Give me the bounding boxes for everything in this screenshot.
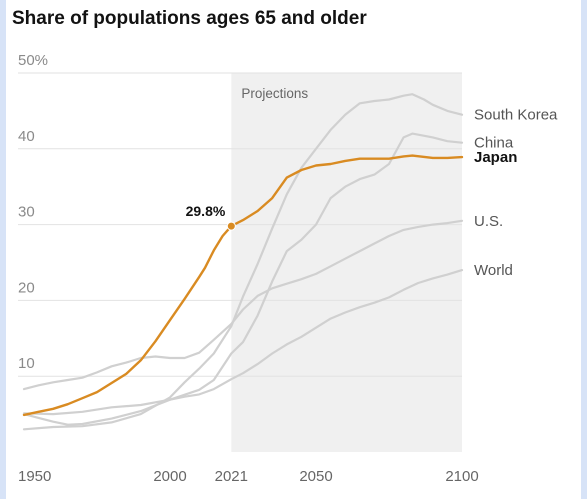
y-tick-label: 20 <box>18 279 35 296</box>
series-label-world: World <box>474 262 513 279</box>
series-line-u-s <box>22 219 464 391</box>
y-tick-label: 40 <box>18 128 35 145</box>
series-label-south-korea: South Korea <box>474 107 558 124</box>
x-tick-label: 2100 <box>445 468 478 485</box>
y-tick-label: 30 <box>18 204 35 221</box>
series-label-japan: Japan <box>474 149 517 166</box>
annotation-label: 29.8% <box>186 203 226 219</box>
y-tick-label: 10 <box>18 355 35 372</box>
series-line-world <box>22 269 464 416</box>
x-tick-label: 2000 <box>153 468 186 485</box>
projection-label: Projections <box>241 86 308 101</box>
series-label-u-s: U.S. <box>474 213 503 230</box>
annotation-point <box>226 221 236 231</box>
x-tick-label: 2050 <box>299 468 332 485</box>
series-line-china <box>22 132 464 426</box>
series-label-china: China <box>474 135 514 152</box>
x-tick-label: 2021 <box>215 468 248 485</box>
series-line-south-korea <box>22 93 464 431</box>
projection-region <box>231 73 462 452</box>
chart-title: Share of populations ages 65 and older <box>12 8 367 29</box>
x-tick-label: 1950 <box>18 468 51 485</box>
y-tick-label: 50% <box>18 52 48 69</box>
